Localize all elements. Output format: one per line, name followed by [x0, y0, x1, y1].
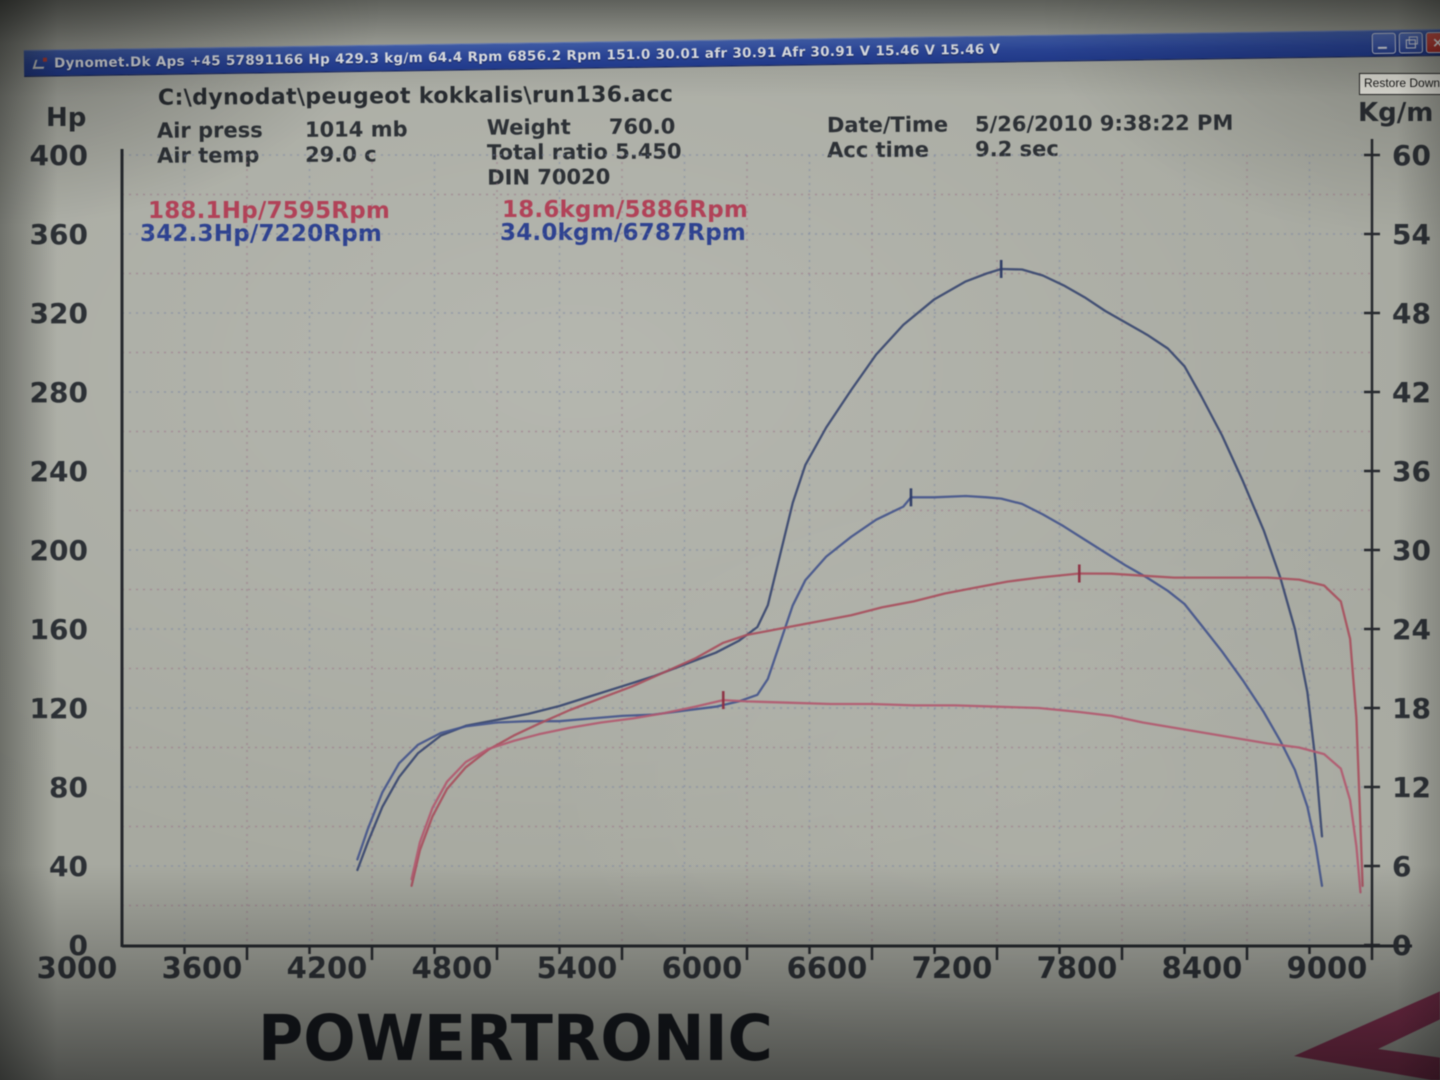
restore-down-tooltip: Restore Down [1359, 73, 1440, 95]
magenta-chevron-icon [1294, 991, 1440, 1080]
